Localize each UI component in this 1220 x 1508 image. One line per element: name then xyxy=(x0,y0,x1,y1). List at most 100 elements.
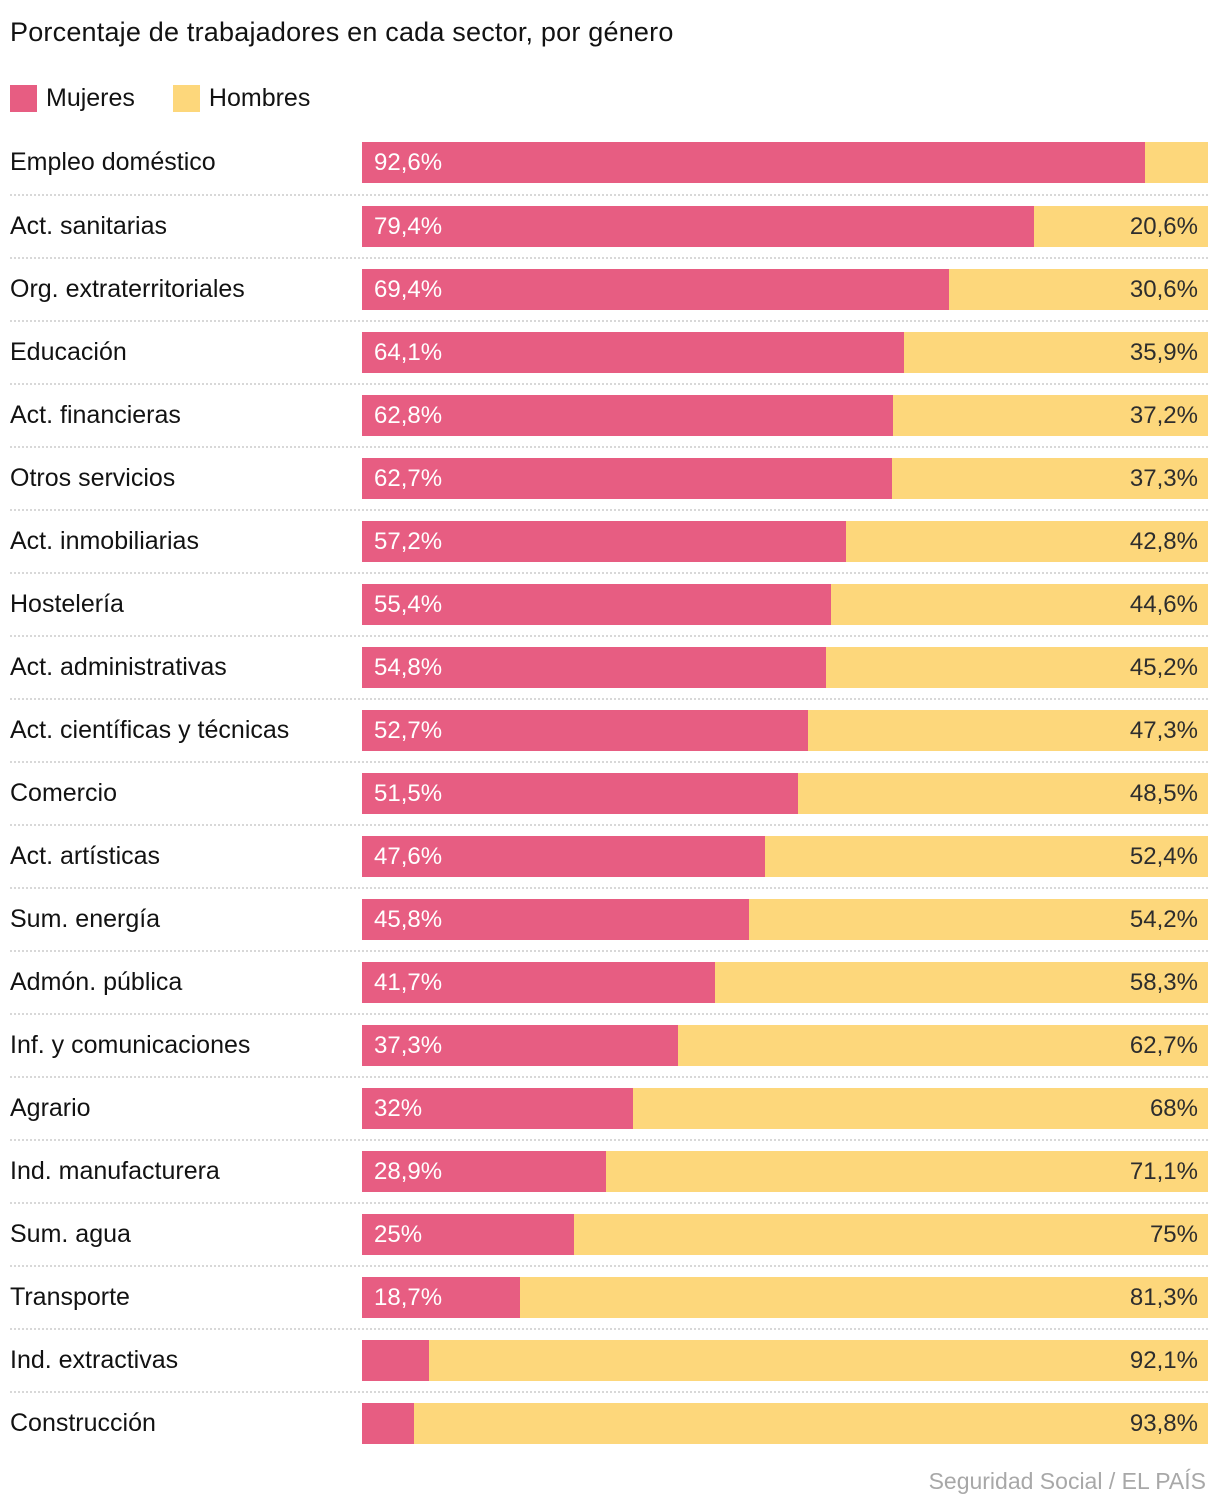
stacked-bar: 64,1% 35,9% xyxy=(362,332,1208,373)
stacked-bar: 41,7% 58,3% xyxy=(362,962,1208,1003)
value-label-mujeres: 54,8% xyxy=(374,654,443,681)
bar-segment-hombres: 45,2% xyxy=(825,647,1208,688)
bar-segment-mujeres: 69,4% xyxy=(362,269,950,310)
bar-segment-mujeres: 51,5% xyxy=(362,773,798,814)
sector-row: Construcción 93,8% xyxy=(10,1391,1208,1454)
sector-row: Sum. agua 25% 75% xyxy=(10,1202,1208,1265)
value-label-hombres: 81,3% xyxy=(1129,1284,1198,1311)
value-label-mujeres: 52,7% xyxy=(374,717,443,744)
value-label-mujeres: 45,8% xyxy=(374,906,443,933)
bar-segment-hombres: 75% xyxy=(573,1214,1208,1255)
stacked-bar: 79,4% 20,6% xyxy=(362,206,1208,247)
value-label-mujeres: 92,6% xyxy=(374,149,443,176)
bar-segment-mujeres: 47,6% xyxy=(362,836,765,877)
bar-segment-mujeres xyxy=(362,1340,429,1381)
value-label-hombres: 93,8% xyxy=(1129,1410,1198,1437)
sector-row: Educación 64,1% 35,9% xyxy=(10,320,1208,383)
bar-segment-hombres: 54,2% xyxy=(749,899,1208,940)
stacked-bar: 45,8% 54,2% xyxy=(362,899,1208,940)
sector-label: Org. extraterritoriales xyxy=(10,275,245,303)
value-label-hombres: 62,7% xyxy=(1129,1032,1198,1059)
sector-label: Otros servicios xyxy=(10,464,176,492)
stacked-bar: 62,8% 37,2% xyxy=(362,395,1208,436)
stacked-bar: 18,7% 81,3% xyxy=(362,1277,1208,1318)
value-label-hombres: 92,1% xyxy=(1129,1347,1198,1374)
value-label-hombres: 68% xyxy=(1149,1095,1198,1122)
legend-item-mujeres: Mujeres xyxy=(10,84,135,113)
value-label-mujeres: 64,1% xyxy=(374,339,443,366)
sector-row: Hostelería 55,4% 44,6% xyxy=(10,572,1208,635)
legend-label-mujeres: Mujeres xyxy=(46,83,135,112)
stacked-bar: 25% 75% xyxy=(362,1214,1208,1255)
stacked-bar: 92,1% xyxy=(362,1340,1208,1381)
bar-segment-hombres: 92,1% xyxy=(428,1340,1208,1381)
legend-label-hombres: Hombres xyxy=(208,83,311,112)
sector-row: Ind. extractivas 92,1% xyxy=(10,1328,1208,1391)
bar-segment-hombres: 35,9% xyxy=(904,332,1208,373)
stacked-bar: 93,8% xyxy=(362,1403,1208,1444)
value-label-mujeres: 28,9% xyxy=(374,1158,443,1185)
value-label-hombres: 71,1% xyxy=(1129,1158,1198,1185)
stacked-bar: 37,3% 62,7% xyxy=(362,1025,1208,1066)
value-label-hombres: 44,6% xyxy=(1129,591,1198,618)
sector-row: Act. inmobiliarias 57,2% 42,8% xyxy=(10,509,1208,572)
sector-row: Sum. energía 45,8% 54,2% xyxy=(10,887,1208,950)
bar-segment-mujeres: 62,8% xyxy=(362,395,894,436)
bar-segment-mujeres: 28,9% xyxy=(362,1151,607,1192)
legend: Mujeres Hombres xyxy=(10,84,1208,112)
value-label-mujeres: 62,7% xyxy=(374,465,443,492)
sector-label: Act. sanitarias xyxy=(10,212,168,240)
bar-segment-hombres: 68% xyxy=(632,1088,1208,1129)
bar-segment-hombres: 47,3% xyxy=(807,710,1208,751)
sector-row: Org. extraterritoriales 69,4% 30,6% xyxy=(10,257,1208,320)
bar-segment-mujeres: 64,1% xyxy=(362,332,905,373)
page-title: Porcentaje de trabajadores en cada secto… xyxy=(10,17,674,47)
sector-label: Act. financieras xyxy=(10,401,181,429)
sector-label: Sum. energía xyxy=(10,905,161,933)
bar-segment-hombres: 30,6% xyxy=(949,269,1208,310)
bar-segment-hombres: 42,8% xyxy=(845,521,1208,562)
stacked-bar: 32% 68% xyxy=(362,1088,1208,1129)
stacked-bar: 51,5% 48,5% xyxy=(362,773,1208,814)
sector-label: Act. científicas y técnicas xyxy=(10,716,290,744)
bar-segment-hombres: 20,6% xyxy=(1033,206,1208,247)
value-label-hombres: 45,2% xyxy=(1129,654,1198,681)
bar-segment-hombres: 44,6% xyxy=(830,584,1208,625)
bar-segment-mujeres: 52,7% xyxy=(362,710,808,751)
bar-segment-mujeres: 32% xyxy=(362,1088,633,1129)
value-label-mujeres: 41,7% xyxy=(374,969,443,996)
bar-segment-mujeres: 57,2% xyxy=(362,521,846,562)
sector-label: Act. artísticas xyxy=(10,842,161,870)
bar-segment-hombres: 81,3% xyxy=(520,1277,1208,1318)
sector-label: Agrario xyxy=(10,1094,91,1122)
sector-label: Inf. y comunicaciones xyxy=(10,1031,251,1059)
sector-row: Act. sanitarias 79,4% 20,6% xyxy=(10,194,1208,257)
sector-row: Act. administrativas 54,8% 45,2% xyxy=(10,635,1208,698)
bar-segment-hombres: 48,5% xyxy=(797,773,1208,814)
sector-label: Act. administrativas xyxy=(10,653,227,681)
bar-segment-mujeres: 25% xyxy=(362,1214,574,1255)
sector-row: Act. científicas y técnicas 52,7% 47,3% xyxy=(10,698,1208,761)
bar-segment-mujeres: 18,7% xyxy=(362,1277,521,1318)
value-label-mujeres: 62,8% xyxy=(374,402,443,429)
legend-swatch-mujeres-icon xyxy=(10,84,37,112)
sector-label: Sum. agua xyxy=(10,1220,131,1248)
bar-segment-mujeres: 92,6% xyxy=(362,142,1146,183)
value-label-mujeres: 57,2% xyxy=(374,528,443,555)
bar-segment-mujeres: 45,8% xyxy=(362,899,750,940)
sector-row: Ind. manufacturera 28,9% 71,1% xyxy=(10,1139,1208,1202)
sector-row: Agrario 32% 68% xyxy=(10,1076,1208,1139)
value-label-mujeres: 79,4% xyxy=(374,213,443,240)
legend-item-hombres: Hombres xyxy=(172,83,311,113)
value-label-mujeres: 37,3% xyxy=(374,1032,443,1059)
value-label-hombres: 37,2% xyxy=(1129,402,1198,429)
bar-segment-mujeres: 41,7% xyxy=(362,962,715,1003)
sector-row: Transporte 18,7% 81,3% xyxy=(10,1265,1208,1328)
bar-segment-hombres: 52,4% xyxy=(764,836,1208,877)
chart-rows: Empleo doméstico 92,6% Act. sanitarias 79,4… xyxy=(10,131,1208,1454)
bar-segment-hombres xyxy=(1145,142,1208,183)
sector-label: Ind. extractivas xyxy=(10,1346,179,1374)
value-label-hombres: 54,2% xyxy=(1129,906,1198,933)
value-label-mujeres: 51,5% xyxy=(374,780,443,807)
sector-row: Comercio 51,5% 48,5% xyxy=(10,761,1208,824)
